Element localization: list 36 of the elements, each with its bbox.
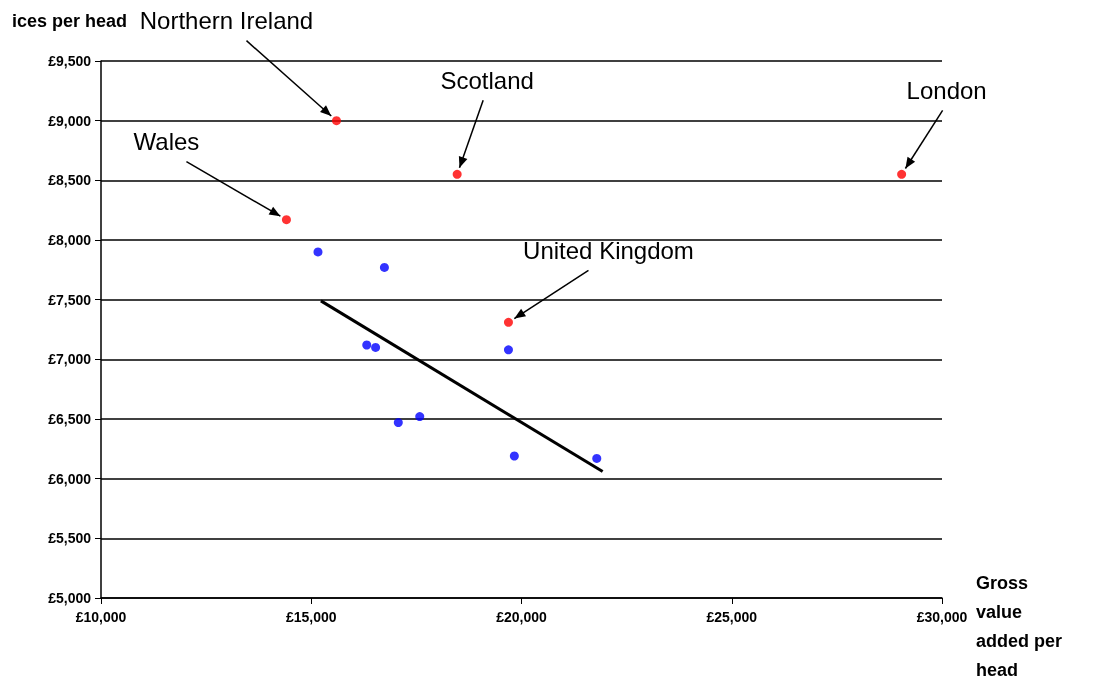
annotation: London — [906, 76, 987, 104]
point — [371, 342, 381, 352]
x-tick-label: £15,000 — [285, 609, 337, 625]
y-tick-label: £6,500 — [48, 411, 92, 427]
point — [331, 116, 341, 126]
annotation: Northern Ireland — [139, 7, 314, 35]
annotation: Scotland — [440, 66, 534, 94]
annotation: Wales — [133, 128, 200, 156]
x-axis-title: Gross value added per head — [976, 572, 1068, 680]
y-tick-label: £5,000 — [48, 590, 92, 606]
x-tick-label: £30,000 — [916, 609, 968, 625]
y-tick-label: £7,000 — [48, 351, 92, 368]
point — [313, 247, 323, 257]
y-tick-label: £7,500 — [48, 291, 92, 308]
y-tick-label: £9,500 — [48, 53, 92, 69]
y-tick-label: £9,000 — [48, 112, 92, 129]
point — [503, 317, 513, 327]
x-tick-label: £10,000 — [75, 609, 127, 625]
point — [503, 345, 513, 355]
point — [393, 418, 403, 428]
annotation: United Kingdom — [523, 236, 694, 264]
y-tick-label: £6,000 — [48, 470, 92, 487]
point — [509, 451, 519, 461]
point — [281, 215, 291, 225]
point — [379, 262, 389, 272]
point — [897, 169, 907, 179]
x-tick-label: £25,000 — [706, 609, 758, 625]
point — [592, 453, 602, 463]
point — [415, 412, 425, 422]
y-tick-label: £5,500 — [48, 530, 92, 547]
y-axis-title: ices per head — [12, 11, 128, 31]
point — [362, 340, 372, 350]
y-tick-label: £8,000 — [48, 232, 92, 248]
y-tick-label: £8,500 — [48, 172, 92, 189]
x-tick-label: £20,000 — [496, 609, 548, 625]
point — [452, 169, 462, 179]
